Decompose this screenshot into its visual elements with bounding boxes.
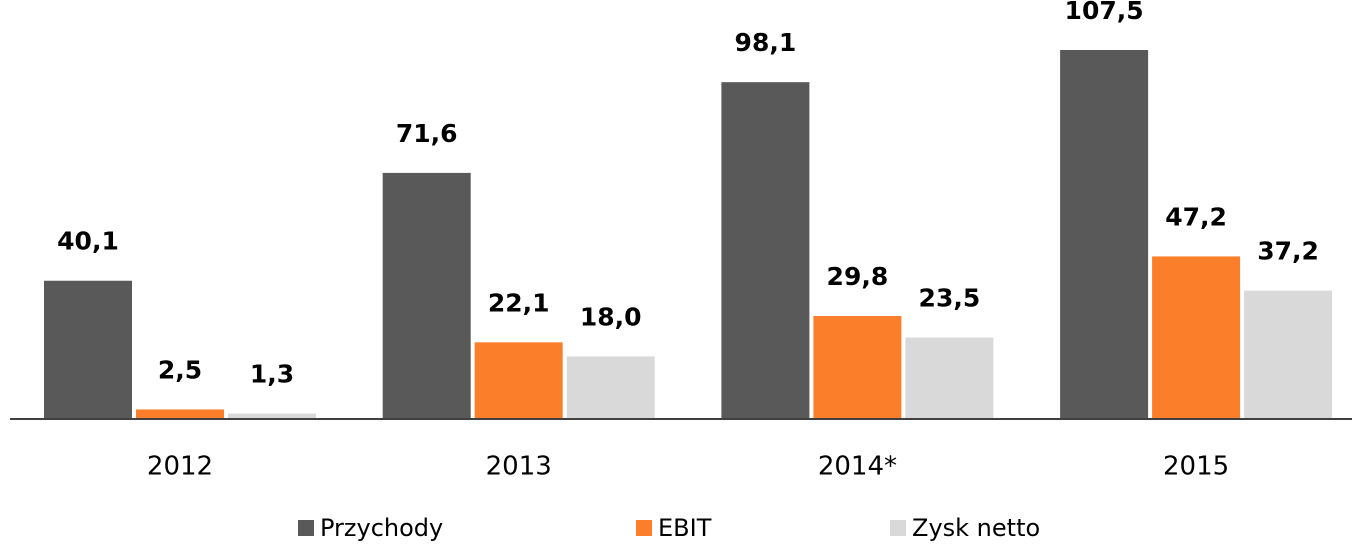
- x-tick-label: 2013: [486, 452, 552, 482]
- bar: [136, 409, 224, 418]
- legend-label: Zysk netto: [912, 514, 1040, 542]
- x-tick-label: 2012: [147, 452, 213, 482]
- data-label: 71,6: [396, 119, 458, 148]
- data-label: 23,5: [919, 284, 981, 313]
- bar: [905, 337, 994, 418]
- bar: [721, 82, 810, 419]
- bar: [566, 356, 655, 418]
- x-tick-label: 2014*: [818, 452, 897, 482]
- data-label: 47,2: [1165, 202, 1227, 231]
- bar: [1244, 290, 1333, 418]
- data-label: 18,0: [580, 302, 642, 331]
- x-tick-label: 2015: [1163, 452, 1229, 482]
- legend-label: EBIT: [658, 514, 712, 542]
- data-label: 29,8: [827, 262, 889, 291]
- bar: [813, 315, 902, 418]
- legend-label: Przychody: [320, 514, 443, 542]
- legend-swatch: [890, 520, 906, 536]
- bar: [228, 413, 316, 418]
- data-label: 37,2: [1257, 237, 1319, 266]
- data-label: 1,3: [250, 360, 294, 389]
- data-label: 98,1: [735, 28, 797, 57]
- legend-swatch: [298, 520, 314, 536]
- bar: [44, 280, 132, 418]
- data-label: 2,5: [158, 355, 202, 384]
- legend-swatch: [636, 520, 652, 536]
- bar: [1152, 256, 1241, 418]
- bar: [1060, 50, 1149, 418]
- data-label: 22,1: [488, 288, 550, 317]
- bar: [474, 342, 563, 418]
- bar: [382, 172, 471, 418]
- data-label: 40,1: [57, 227, 119, 256]
- data-label: 107,5: [1065, 0, 1144, 25]
